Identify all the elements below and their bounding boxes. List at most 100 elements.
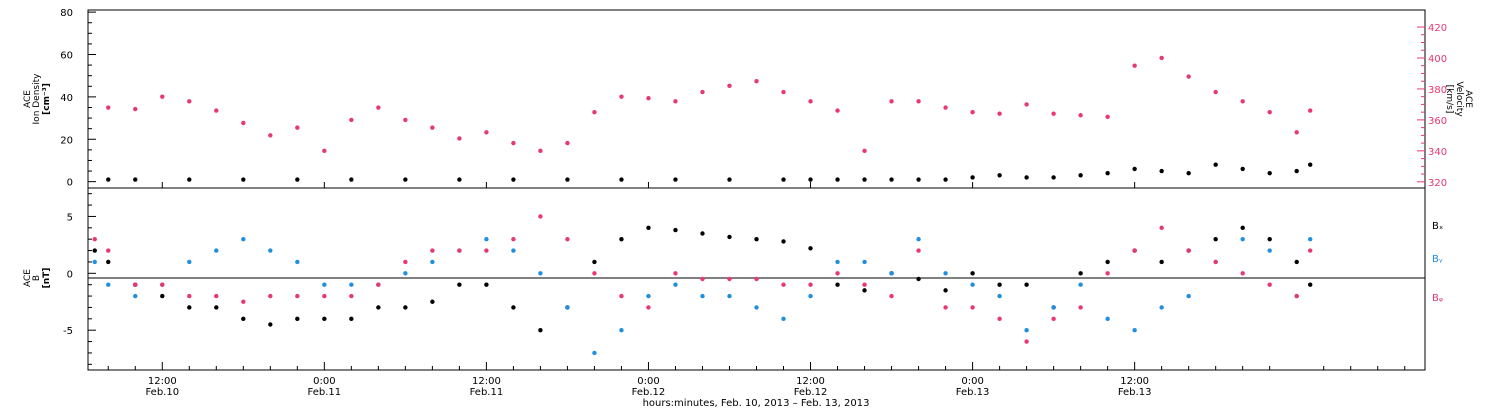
bottom-s2-point-32 <box>943 305 948 310</box>
bottom-s2-point-31 <box>916 248 921 253</box>
top-s1-point-44 <box>1294 130 1299 135</box>
top-s0-point-4 <box>295 177 300 182</box>
bottom-s1-point-4 <box>187 259 192 265</box>
bottom-s0-point-10 <box>349 316 354 322</box>
bottom-s0-point-46 <box>1308 282 1313 287</box>
top-s0-point-13 <box>781 177 786 182</box>
bottom-s0-point-11 <box>376 305 381 310</box>
panel-top-frame <box>87 9 1426 189</box>
top-s1-point-6 <box>268 133 273 138</box>
bottom-s0-point-21 <box>646 225 651 231</box>
bottom-s2-point-19 <box>592 271 597 276</box>
bottom-s2-point-40 <box>1159 225 1164 231</box>
bottom-s2-point-41 <box>1186 248 1191 253</box>
bottom-s2-point-42 <box>1213 259 1218 265</box>
bottom-s0-point-14 <box>457 282 462 287</box>
bottom-s2-point-1 <box>106 248 111 253</box>
bottom-s2-point-10 <box>349 293 354 299</box>
top-s1-point-22 <box>700 89 705 95</box>
bottom-s1-point-12 <box>403 271 408 276</box>
bottom-s1-point-17 <box>538 271 543 276</box>
x-axis: 12:00Feb.100:00Feb.1112:00Feb.110:00Feb.… <box>107 182 1406 398</box>
bottom-s0-point-6 <box>241 316 246 322</box>
x-tick-date-2: Feb.11 <box>470 387 504 398</box>
top-s1-point-16 <box>538 148 543 154</box>
bottom-s2-point-14 <box>457 248 462 253</box>
top-s1-point-30 <box>916 99 921 104</box>
bottom-s1-point-0 <box>92 259 97 265</box>
bottom-s2-point-30 <box>889 293 894 299</box>
top-right-label-line-3: [km/s] <box>1444 85 1454 114</box>
top-s1-point-39 <box>1159 55 1164 61</box>
top-s1-point-2 <box>160 94 165 99</box>
top-s0-point-31 <box>1267 170 1272 176</box>
bottom-s0-point-4 <box>187 305 192 310</box>
bottom-s1-point-24 <box>727 293 732 299</box>
top-s0-point-16 <box>862 177 867 182</box>
top-s1-point-1 <box>133 106 138 112</box>
top-right-axis-label: ACE Velocity [km/s] <box>1444 81 1473 117</box>
bottom-s1-point-41 <box>1186 293 1191 299</box>
bottom-s0-point-38 <box>1105 259 1110 265</box>
top-s0-point-5 <box>349 177 354 182</box>
bottom-s2-point-22 <box>673 271 678 276</box>
bottom-s2-point-4 <box>187 293 192 299</box>
bottom-s1-point-25 <box>754 305 759 310</box>
top-s1-point-7 <box>295 125 300 130</box>
bottom-s2-point-23 <box>700 276 705 282</box>
bottom-s2-point-11 <box>376 282 381 287</box>
bottom-s1-point-23 <box>700 293 705 299</box>
top-s0-point-33 <box>1308 162 1313 167</box>
bottom-s1-point-18 <box>565 305 570 310</box>
top-s1-point-29 <box>889 99 894 104</box>
bottom-s2-point-34 <box>997 316 1002 322</box>
tick-label-bottom-left-2: 5 <box>67 212 73 223</box>
top-s1-point-34 <box>1024 102 1029 107</box>
bottom-s2-point-36 <box>1051 316 1056 322</box>
bottom-s2-point-3 <box>160 282 165 287</box>
top-panel-marks <box>106 55 1313 182</box>
bottom-s0-point-24 <box>727 234 732 240</box>
top-s1-point-21 <box>673 99 678 104</box>
bottom-s0-point-3 <box>160 293 165 299</box>
bottom-s1-point-32 <box>943 271 948 276</box>
bottom-panel-marks <box>92 214 1313 356</box>
top-s0-point-32 <box>1294 168 1299 174</box>
top-left-label-line-2: Ion Density <box>32 73 42 125</box>
bottom-s1-point-37 <box>1078 282 1083 287</box>
bottom-s1-point-27 <box>808 293 813 299</box>
top-s1-point-25 <box>781 89 786 95</box>
top-s1-point-32 <box>970 109 975 115</box>
top-s0-point-15 <box>835 177 840 182</box>
bottom-s2-point-28 <box>835 271 840 276</box>
legend-bz: Bᵩ <box>1432 293 1443 304</box>
bottom-s2-point-0 <box>92 236 97 242</box>
bottom-s0-point-27 <box>808 246 813 251</box>
bottom-left-label-line-2: B <box>32 275 42 281</box>
top-s1-point-4 <box>214 108 219 113</box>
top-s0-point-3 <box>241 177 246 182</box>
top-s0-point-8 <box>511 177 516 182</box>
tick-label-top-left-3: 60 <box>60 51 73 62</box>
bottom-s2-point-2 <box>133 282 138 287</box>
bottom-s0-point-31 <box>916 276 921 282</box>
bottom-s1-point-46 <box>1308 236 1313 242</box>
tick-label-top-left-0: 0 <box>67 178 73 189</box>
bottom-s1-point-40 <box>1159 305 1164 310</box>
top-s1-point-20 <box>646 96 651 101</box>
bottom-s2-point-7 <box>268 293 273 299</box>
tick-label-bottom-left-0: -5 <box>63 326 73 337</box>
bottom-s2-point-5 <box>214 293 219 299</box>
tick-label-top-left-1: 20 <box>60 135 73 146</box>
top-s0-point-19 <box>943 177 948 182</box>
top-s0-point-26 <box>1132 166 1137 172</box>
top-right-label-line-1: ACE <box>1463 90 1473 108</box>
top-s0-point-12 <box>727 177 732 182</box>
top-s0-point-21 <box>997 173 1002 178</box>
bottom-s1-point-44 <box>1267 248 1272 253</box>
bottom-left-axis-label: ACE B [nT] <box>23 268 52 289</box>
top-s1-point-17 <box>565 140 570 146</box>
bottom-s1-point-9 <box>322 282 327 287</box>
top-s1-point-13 <box>457 136 462 141</box>
bottom-s0-point-19 <box>592 259 597 265</box>
